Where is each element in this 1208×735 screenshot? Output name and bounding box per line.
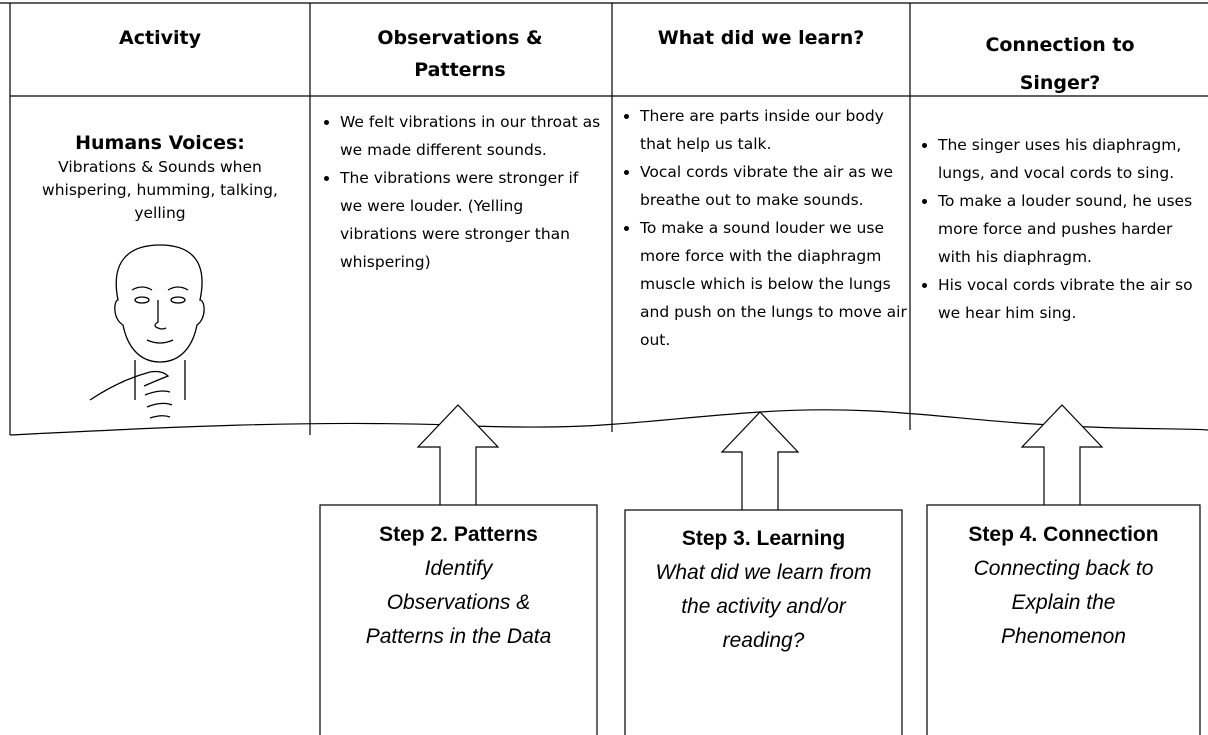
- bullet: The singer uses his diaphragm, lungs, an…: [938, 131, 1206, 187]
- step-title: Step 3. Learning: [681, 527, 846, 550]
- bullet: The vibrations were stronger if we were …: [340, 164, 604, 276]
- step-title: Step 4. Connection: [968, 523, 1159, 546]
- column-header: What did we learn?: [657, 27, 865, 49]
- observations-cell: We felt vibrations in our throat as we m…: [318, 108, 604, 276]
- activity-title: Humans Voices:: [75, 132, 245, 154]
- step-text: What did we learn from the activity and/…: [655, 561, 872, 652]
- bullet: To make a sound louder we use more force…: [640, 214, 908, 354]
- step-title: Step 2. Patterns: [379, 523, 538, 546]
- bullet: To make a louder sound, he uses more for…: [938, 187, 1206, 271]
- step-text: Identify Observations & Patterns in the …: [365, 557, 552, 648]
- step-box: Step 3. Learning What did we learn from …: [635, 522, 892, 658]
- column-header: Connection to Singer?: [985, 34, 1135, 94]
- step-box: Step 2. Patterns Identify Observations &…: [330, 518, 587, 654]
- step-box: Step 4. Connection Connecting back to Ex…: [935, 518, 1192, 654]
- connection-cell: The singer uses his diaphragm, lungs, an…: [916, 131, 1206, 327]
- step-text: Connecting back to Explain the Phenomeno…: [973, 557, 1154, 648]
- column-header: Activity: [119, 27, 201, 49]
- activity-subtitle: Vibrations & Sounds when whispering, hum…: [42, 158, 278, 222]
- bullet: His vocal cords vibrate the air so we he…: [938, 271, 1206, 327]
- bullet: There are parts inside our body that hel…: [640, 102, 908, 158]
- learning-cell: There are parts inside our body that hel…: [618, 102, 908, 354]
- activity-cell: Humans Voices: Vibrations & Sounds when …: [20, 130, 300, 225]
- bullet: Vocal cords vibrate the air as we breath…: [640, 158, 908, 214]
- column-header: Observations & Patterns: [377, 27, 543, 81]
- bullet: We felt vibrations in our throat as we m…: [340, 108, 604, 164]
